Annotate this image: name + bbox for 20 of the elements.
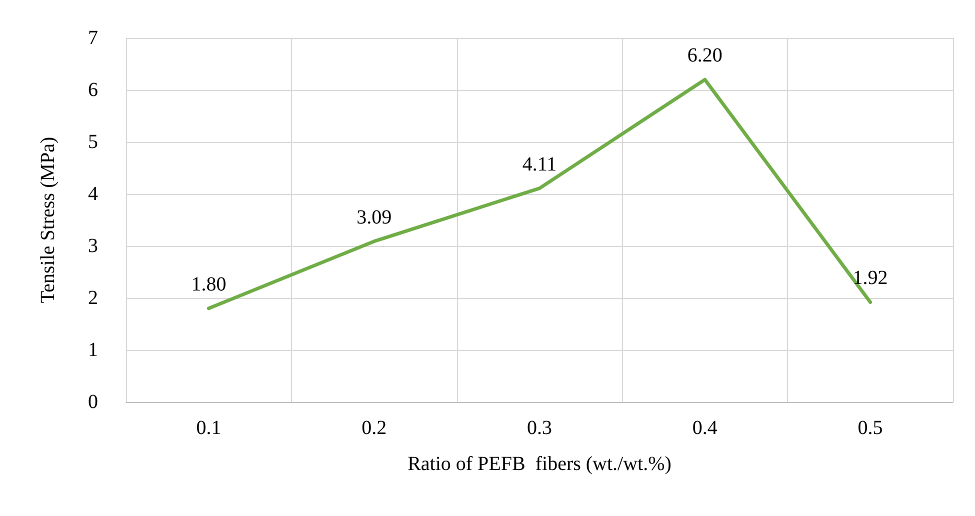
x-tick-label: 0.5: [858, 417, 883, 439]
data-label: 1.80: [191, 273, 226, 296]
x-tick-label: 0.2: [362, 417, 387, 439]
y-tick-label: 3: [88, 235, 98, 257]
y-tick-label: 4: [88, 183, 98, 205]
data-label: 3.09: [356, 206, 392, 228]
y-tick-label: 1: [88, 339, 98, 361]
y-tick-label: 5: [88, 131, 98, 153]
x-tick-label: 0.1: [196, 417, 222, 439]
y-tick-label: 0: [88, 391, 98, 413]
x-tick-label: 0.4: [692, 417, 718, 439]
y-tick-label: 6: [88, 79, 98, 101]
data-label: 1.92: [852, 267, 888, 290]
y-tick-label: 7: [88, 27, 98, 49]
data-label: 4.11: [522, 153, 557, 176]
y-tick-label: 2: [88, 287, 98, 309]
x-tick-label: 0.3: [527, 417, 552, 439]
x-axis-title: Ratio of PEFB fibers (wt./wt.%): [408, 453, 672, 475]
y-axis-title: Tensile Stress (MPa): [37, 136, 59, 304]
data-label: 6.20: [687, 44, 722, 67]
